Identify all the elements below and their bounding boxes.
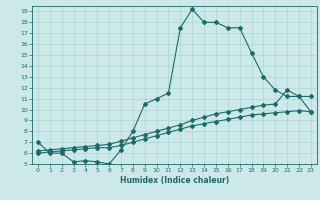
X-axis label: Humidex (Indice chaleur): Humidex (Indice chaleur) — [120, 176, 229, 185]
